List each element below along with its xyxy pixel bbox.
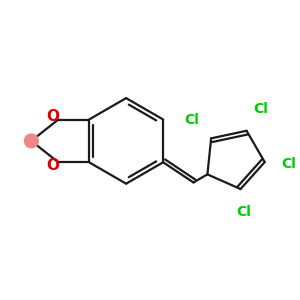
Text: O: O [46,158,59,173]
Circle shape [25,134,38,148]
Text: Cl: Cl [253,102,268,116]
Text: Cl: Cl [184,113,199,128]
Text: Cl: Cl [236,205,251,219]
Text: O: O [46,109,59,124]
Text: Cl: Cl [281,157,296,171]
